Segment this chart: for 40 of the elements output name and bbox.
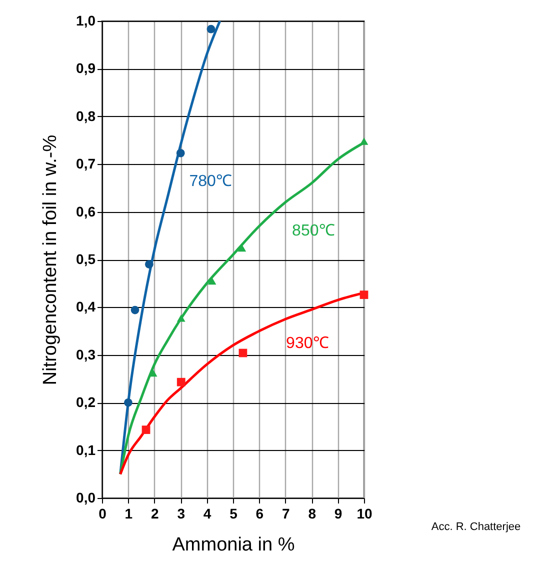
y-tick-label: 0,7 xyxy=(76,156,96,172)
y-tick-label: 0,8 xyxy=(76,108,96,124)
y-tick-label: 0,2 xyxy=(76,394,96,410)
text: Acc. R. Chatterjee xyxy=(431,521,521,533)
y-tick-label: 1,0 xyxy=(76,12,96,28)
x-tick-label: 9 xyxy=(334,506,342,522)
point xyxy=(360,290,368,299)
point xyxy=(144,260,154,268)
y-tick-label: 0,6 xyxy=(76,203,96,220)
x-tick-label: 8 xyxy=(308,506,316,522)
point xyxy=(238,348,248,358)
y-tick-label: 0,0 xyxy=(76,490,96,506)
point xyxy=(142,426,150,434)
x-tick-label: 6 xyxy=(256,506,264,522)
x-tick-label: 10 xyxy=(356,506,372,522)
y-tick-label: 0,1 xyxy=(76,442,96,458)
point xyxy=(360,138,368,145)
x-tick-label: 2 xyxy=(151,506,159,522)
y-tick-label: 0,4 xyxy=(76,298,96,315)
point xyxy=(206,24,216,34)
y-tick-label: 0,9 xyxy=(76,60,96,76)
x-tick-label: 5 xyxy=(230,506,238,522)
y-tick-label: 0,5 xyxy=(76,251,96,267)
point xyxy=(176,148,185,158)
point xyxy=(130,306,140,314)
point xyxy=(208,277,216,285)
x-tick-label: 4 xyxy=(203,506,212,522)
x-tick-label: 1 xyxy=(124,506,133,522)
series-label: 930℃ xyxy=(286,335,329,352)
series-label: 850℃ xyxy=(292,222,335,240)
x-tick-label: 0 xyxy=(98,506,107,522)
point xyxy=(176,378,186,386)
x-tick-label: 7 xyxy=(282,506,290,522)
x-tick-label: 3 xyxy=(177,506,186,522)
series-label: 780℃ xyxy=(189,173,232,190)
point xyxy=(176,314,186,322)
x-axis-title: Ammonia in % xyxy=(172,534,295,556)
y-axis-title: Nitrogencontent in foil in w.-% xyxy=(40,134,62,386)
point xyxy=(124,398,132,407)
y-tick-label: 0,3 xyxy=(76,346,96,362)
